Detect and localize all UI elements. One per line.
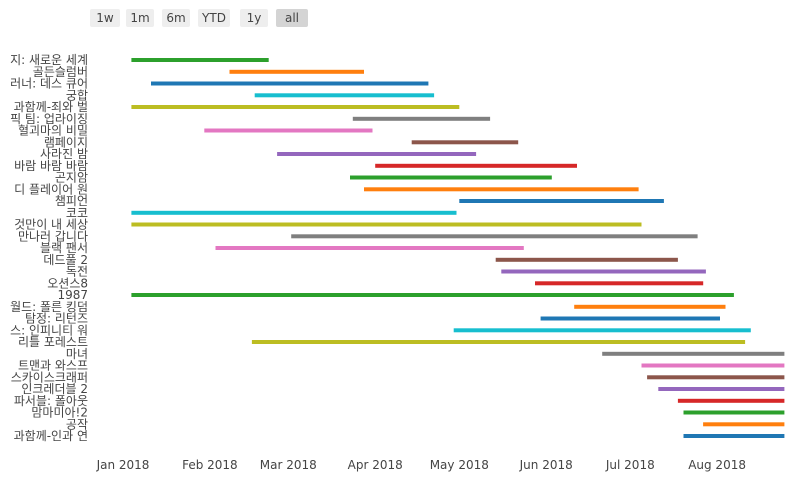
- range-button-1w[interactable]: 1w: [90, 9, 120, 27]
- timeline-bar[interactable]: [277, 152, 477, 156]
- timeline-bar[interactable]: [658, 387, 785, 391]
- range-button-ytd[interactable]: YTD: [198, 9, 230, 27]
- timeline-bar[interactable]: [535, 281, 704, 286]
- timeline-bar[interactable]: [229, 69, 365, 74]
- timeline-bar[interactable]: [291, 234, 698, 239]
- range-button-6m[interactable]: 6m: [162, 9, 190, 27]
- category-label: 탐정: 리턴즈: [25, 312, 88, 326]
- category-label: 궁합: [66, 88, 88, 102]
- timeline-bar[interactable]: [375, 163, 577, 168]
- x-tick-label: Jul 2018: [605, 458, 655, 472]
- category-label: 것만이 내 세상: [14, 218, 88, 232]
- timeline-bar[interactable]: [677, 398, 785, 403]
- timeline-bar[interactable]: [352, 116, 491, 121]
- category-label: 사라진 밤: [40, 147, 88, 161]
- category-label: 바람 바람 바람: [14, 159, 88, 173]
- timeline-bar[interactable]: [215, 246, 524, 250]
- timeline-bar[interactable]: [364, 187, 639, 192]
- x-tick-label: Feb 2018: [182, 458, 238, 472]
- category-label: 골든슬럼버: [33, 65, 88, 79]
- timeline-bar[interactable]: [350, 175, 552, 180]
- category-label: 파서블: 폴아웃: [14, 394, 88, 408]
- category-label: 데드풀 2: [43, 253, 88, 267]
- category-label: 인크레더블 2: [21, 382, 88, 396]
- timeline-bar[interactable]: [151, 81, 429, 86]
- category-label: 마녀: [66, 347, 88, 361]
- x-tick-label: May 2018: [430, 458, 489, 472]
- timeline-bar[interactable]: [411, 140, 519, 145]
- timeline-bar[interactable]: [204, 128, 373, 133]
- category-label: 오션스8: [47, 276, 88, 290]
- category-label: 1987: [57, 288, 88, 302]
- category-label: 스: 인피니티 워: [10, 323, 88, 337]
- timeline-bar[interactable]: [131, 210, 457, 215]
- bars-layer: [131, 58, 785, 438]
- range-button-1m[interactable]: 1m: [126, 9, 154, 27]
- category-label: 과함께-죄와 벌: [14, 100, 88, 114]
- category-label: 만나러 갑니다: [18, 229, 88, 243]
- category-label: 맘마미아!2: [31, 406, 88, 420]
- timeline-bar[interactable]: [131, 58, 269, 62]
- category-label: 디 플레이어 원: [14, 182, 88, 196]
- timeline-bar[interactable]: [703, 422, 785, 427]
- category-label: 픽 팀: 업라이징: [10, 112, 88, 126]
- timeline-bar[interactable]: [602, 351, 785, 356]
- x-tick-label: Jan 2018: [96, 458, 150, 472]
- category-label: 리틀 포레스트: [18, 335, 88, 349]
- x-tick-label: Mar 2018: [260, 458, 317, 472]
- timeline-bar[interactable]: [641, 363, 785, 368]
- category-label: 블랙 팬서: [40, 241, 88, 255]
- range-button-all[interactable]: all: [276, 9, 308, 27]
- timeline-bar[interactable]: [501, 269, 706, 274]
- timeline-bar[interactable]: [683, 434, 785, 438]
- category-label: 공작: [66, 417, 88, 431]
- x-tick-label: Apr 2018: [348, 458, 403, 472]
- timeline-bar[interactable]: [254, 93, 435, 98]
- category-label: 러너: 데스 큐어: [10, 77, 88, 91]
- category-label: 혈괴마의 비밀: [18, 124, 88, 138]
- timeline-bar[interactable]: [574, 304, 726, 309]
- category-label: 코코: [66, 206, 88, 220]
- timeline-bar[interactable]: [540, 316, 720, 321]
- timeline-bar[interactable]: [131, 222, 642, 227]
- category-label: 독전: [66, 265, 88, 279]
- category-label: 지: 새로운 세계: [10, 53, 88, 67]
- category-label: 스카이스크래퍼: [11, 370, 88, 384]
- category-label: 램페이지: [44, 135, 88, 149]
- category-label: 과함께-인과 연: [14, 429, 88, 443]
- category-label: 챔피언: [55, 193, 88, 208]
- timeline-bar[interactable]: [683, 410, 785, 415]
- timeline-bar[interactable]: [453, 328, 751, 333]
- timeline-bar[interactable]: [495, 257, 678, 262]
- category-label: 곤지암: [55, 171, 88, 185]
- range-button-1y[interactable]: 1y: [240, 9, 268, 27]
- x-tick-label: Jun 2018: [519, 458, 573, 472]
- x-tick-label: Aug 2018: [688, 458, 746, 472]
- timeline-bar[interactable]: [647, 375, 785, 380]
- timeline-bar[interactable]: [131, 105, 460, 109]
- category-label: 월드: 폴른 킹덤: [10, 300, 88, 314]
- timeline-bar[interactable]: [131, 293, 734, 297]
- timeline-bar[interactable]: [459, 199, 664, 203]
- category-label: 트맨과 와스프: [18, 359, 88, 373]
- timeline-bar[interactable]: [251, 340, 746, 344]
- x-axis: Jan 2018 Feb 2018 Mar 2018 Apr 2018 May 2018…: [96, 458, 746, 472]
